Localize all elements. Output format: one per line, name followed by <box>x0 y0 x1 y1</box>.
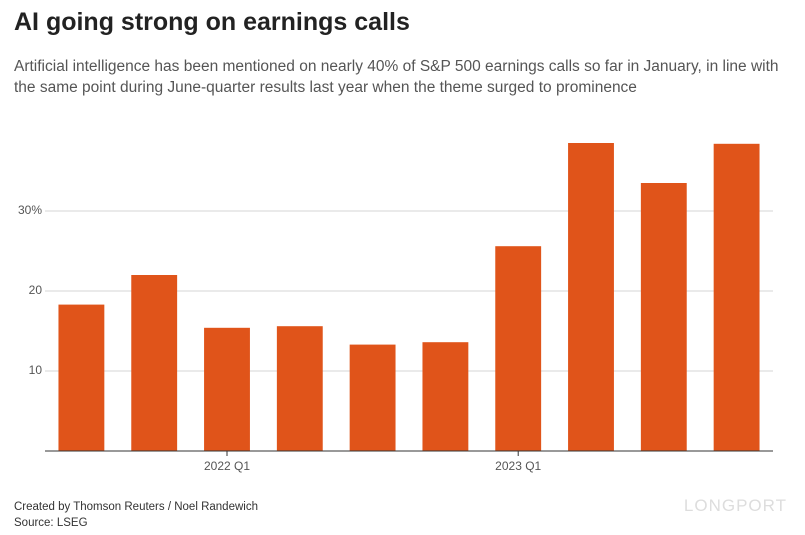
bar <box>495 246 542 451</box>
bar <box>131 275 178 451</box>
bar <box>276 326 323 451</box>
subtitle: Artificial intelligence has been mention… <box>14 58 779 96</box>
bar <box>58 304 105 451</box>
bar <box>713 143 760 452</box>
source: Source: LSEG <box>14 517 88 529</box>
watermark: LONGPORT <box>683 496 787 515</box>
y-tick-label: 10 <box>29 363 43 377</box>
bar <box>640 183 687 451</box>
x-tick-label: 2023 Q1 <box>495 459 541 473</box>
bar <box>422 342 469 451</box>
y-tick-label: 20 <box>29 283 43 297</box>
bar <box>568 143 614 451</box>
x-tick-label: 2022 Q1 <box>204 459 250 473</box>
title: AI going strong on earnings calls <box>14 8 410 36</box>
y-tick-label: 30% <box>18 203 42 217</box>
bar <box>204 327 250 451</box>
bar <box>349 344 396 451</box>
credit: Created by Thomson Reuters / Noel Randew… <box>14 501 258 513</box>
